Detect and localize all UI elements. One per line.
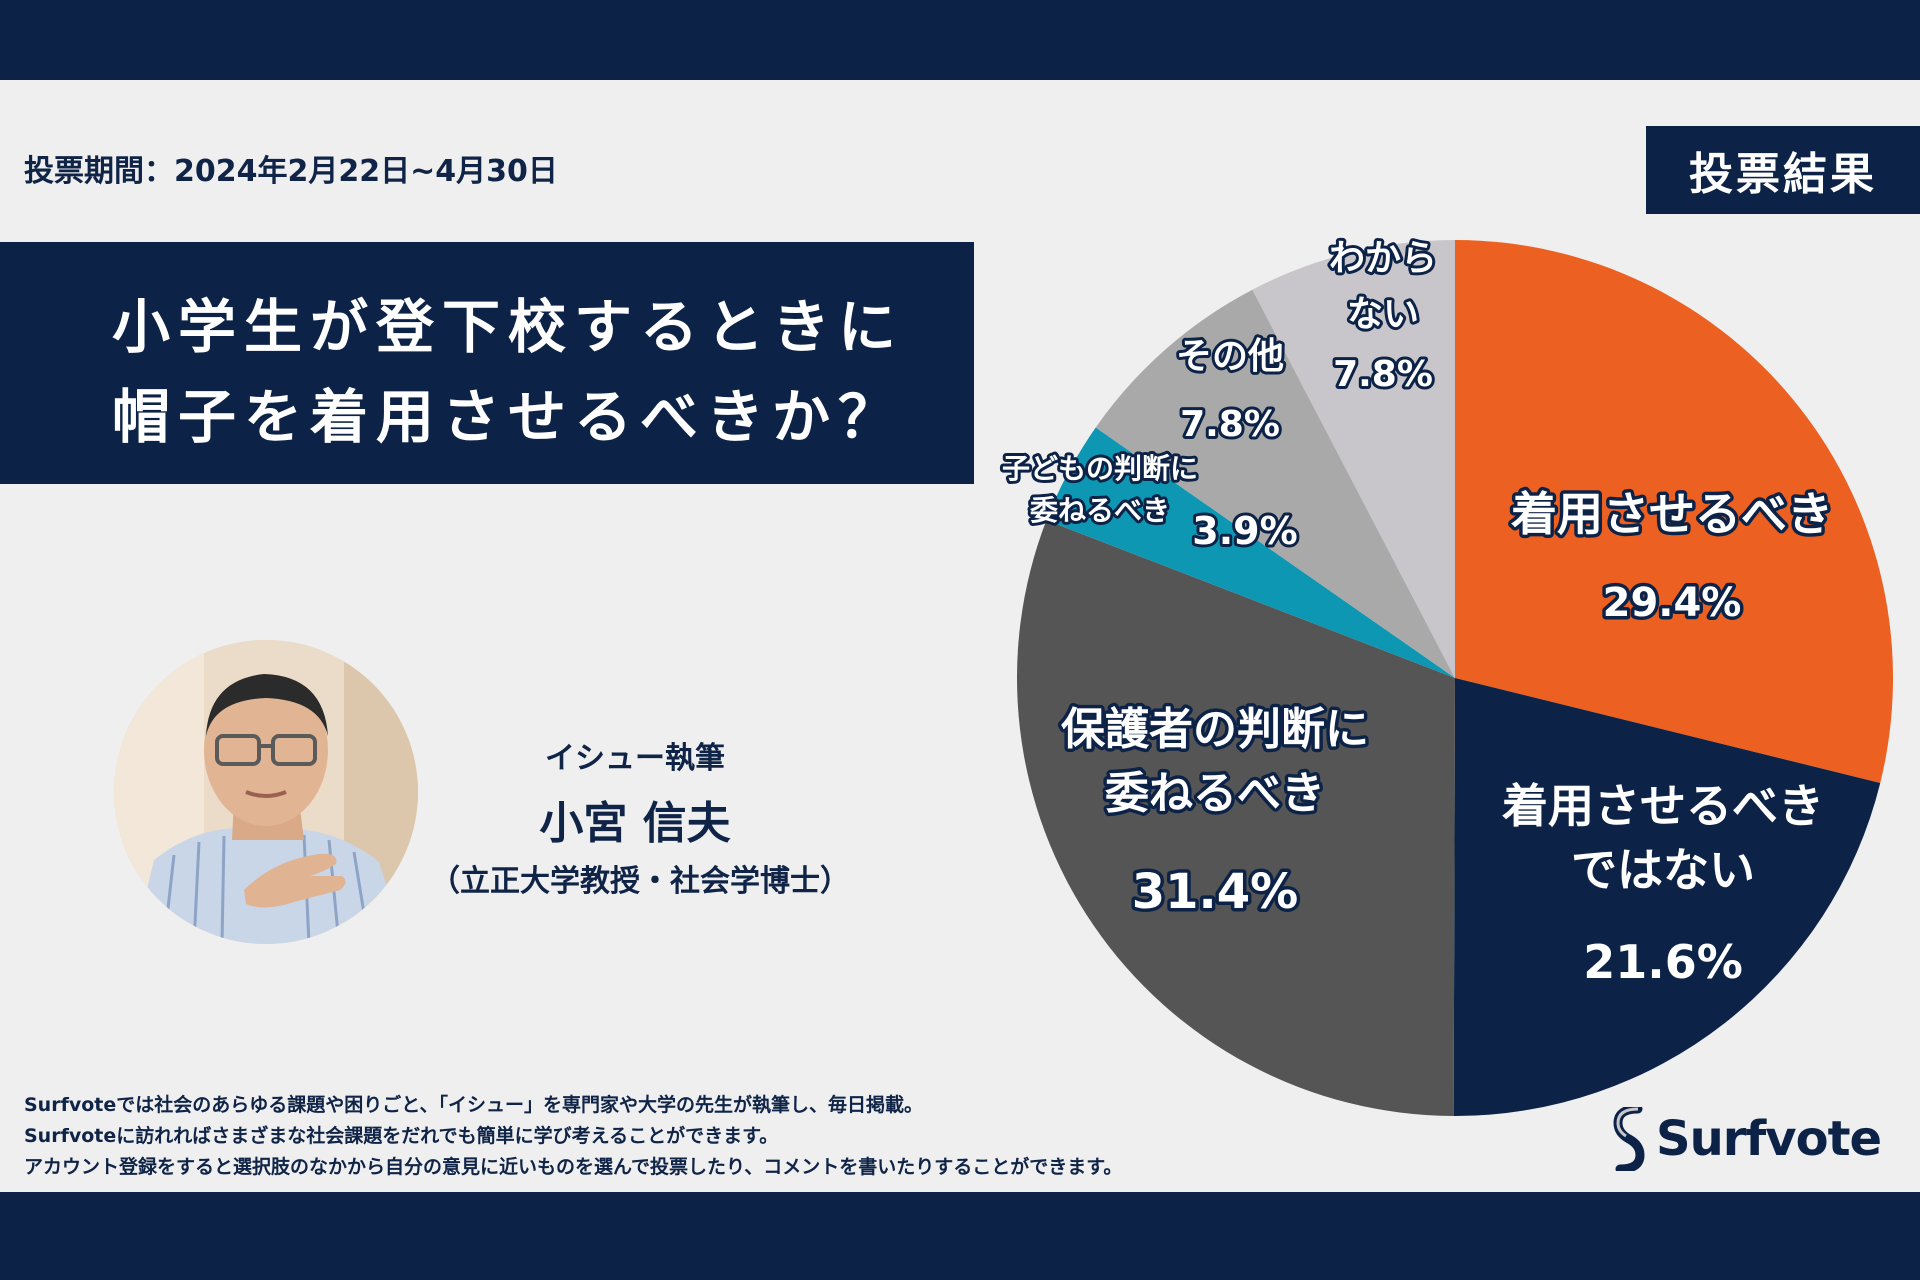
- slice-value-4: 3.9%: [1192, 509, 1297, 553]
- pie-slice-2: [1453, 678, 1881, 1116]
- footer-line-1: Surfvoteでは社会のあらゆる課題や困りごと、「イシュー」を専門家や大学の先…: [24, 1094, 923, 1116]
- author-photo-illustration: [114, 640, 418, 944]
- author-avatar: [114, 640, 418, 944]
- question-title-line-2: 帽子を着用させるべきか？: [112, 383, 905, 451]
- author-affiliation: （立正大学教授・社会学博士）: [430, 864, 850, 899]
- question-title-line-1: 小学生が登下校するときに: [112, 293, 905, 361]
- surfvote-mark-icon: [1613, 1107, 1645, 1171]
- voting-period: 投票期間：2024年2月22日~4月30日: [24, 154, 558, 189]
- bottom-band: [0, 1192, 1920, 1280]
- slice-label-6-line-1: わから: [1329, 238, 1437, 279]
- slice-label-4-line-2: 委ねるべき: [1029, 494, 1170, 527]
- top-band: [0, 0, 1920, 80]
- author-role: イシュー執筆: [545, 741, 725, 776]
- slice-value-2: 21.6%: [1583, 935, 1743, 989]
- slice-label-4-line-1: 子どもの判断に: [1002, 452, 1198, 485]
- slice-label-5-line-1: その他: [1176, 336, 1284, 377]
- slice-label-2-line-2: ではない: [1571, 843, 1755, 897]
- pie-slice-1: [1455, 240, 1893, 783]
- pie-slice-3: [1017, 520, 1455, 1116]
- pie-slice-5: [1095, 289, 1455, 678]
- footer-line-3: アカウント登録をすると選択肢のなかから自分の意見に近いものを選んで投票したり、コ…: [24, 1156, 1123, 1178]
- slice-label-3-line-1: 保護者の判断に: [1061, 704, 1369, 755]
- footer-description: Surfvoteでは社会のあらゆる課題や困りごと、「イシュー」を専門家や大学の先…: [24, 1090, 1344, 1183]
- slice-label-3-line-2: 委ねるべき: [1105, 768, 1325, 819]
- pie-slice-6: [1252, 240, 1455, 678]
- slice-value-1: 29.4%: [1603, 580, 1742, 626]
- footer-line-2: Surfvoteに訪れればさまざまな社会課題をだれでも簡単に学び考えることができ…: [24, 1125, 779, 1147]
- pie-slice-4: [1046, 427, 1455, 678]
- slice-value-5: 7.8%: [1180, 404, 1280, 445]
- slice-label-1-line-1: 着用させるべき: [1511, 487, 1833, 541]
- slice-value-6: 7.8%: [1333, 354, 1433, 395]
- author-name: 小宮 信夫: [539, 798, 731, 849]
- question-title-box: 小学生が登下校するときに 帽子を着用させるべきか？: [0, 242, 974, 484]
- slice-value-3: 31.4%: [1132, 864, 1299, 920]
- surfvote-logo-text: Surfvote: [1656, 1111, 1882, 1167]
- slice-label-6-line-2: ない: [1347, 294, 1419, 335]
- result-badge: 投票結果: [1646, 126, 1920, 214]
- slice-label-2-line-1: 着用させるべき: [1502, 779, 1824, 833]
- surfvote-logo[interactable]: Surfvote: [1612, 1104, 1882, 1174]
